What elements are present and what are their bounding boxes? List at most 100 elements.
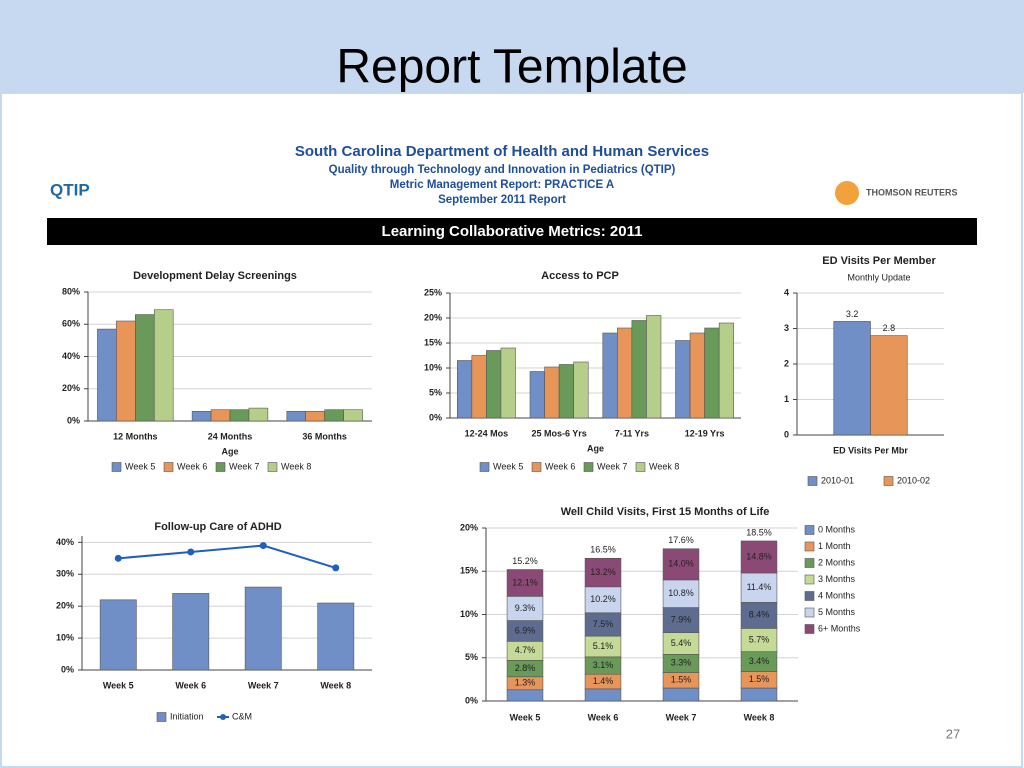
y-tick-label: 0% — [67, 415, 80, 425]
legend-swatch — [111, 462, 122, 472]
segment-label: 11.4% — [747, 582, 772, 592]
legend-swatch — [267, 462, 278, 472]
x-axis-label: Age — [221, 446, 238, 456]
y-tick-label: 15% — [460, 566, 478, 576]
bar — [573, 361, 589, 419]
chart-subtitle: Monthly Update — [847, 272, 910, 282]
bar — [689, 332, 705, 419]
bar — [153, 309, 174, 422]
x-tick-label: 24 Months — [208, 431, 253, 441]
line-point — [259, 542, 267, 550]
bar — [617, 327, 633, 419]
legend-marker — [220, 714, 226, 720]
y-tick-label: 20% — [56, 601, 74, 611]
legend-label: 2010-02 — [897, 475, 930, 485]
legend-swatch — [804, 574, 815, 585]
title-band — [0, 0, 1024, 93]
legend-label: Initiation — [170, 711, 204, 721]
legend-label: 1 Month — [818, 541, 851, 551]
legend-label: Week 7 — [229, 461, 259, 471]
bar — [343, 409, 363, 422]
legend-swatch — [156, 712, 167, 722]
bar-segment — [584, 557, 622, 588]
legend-label: 2 Months — [818, 557, 856, 567]
line-point — [114, 554, 122, 562]
y-tick-label: 1 — [784, 394, 789, 404]
bar — [286, 411, 307, 422]
segment-label: 10.8% — [668, 588, 694, 598]
y-tick-label: 40% — [62, 351, 80, 361]
legend-swatch — [804, 525, 815, 535]
segment-label: 4.7% — [515, 645, 536, 655]
banner — [47, 218, 977, 245]
bar — [544, 366, 560, 419]
banner-text: Learning Collaborative Metrics: 2011 — [382, 223, 643, 240]
y-tick-label: 80% — [62, 286, 80, 296]
bar — [646, 315, 662, 419]
bar — [191, 411, 212, 422]
bar — [116, 320, 136, 422]
bar-segment — [506, 689, 544, 702]
segment-label: 1.5% — [749, 674, 770, 684]
line — [118, 544, 337, 569]
bar — [870, 335, 908, 436]
bar — [324, 409, 344, 422]
x-axis-label: Age — [587, 443, 604, 453]
y-tick-label: 5% — [465, 652, 478, 662]
bar — [317, 602, 355, 671]
segment-label: 1.4% — [593, 676, 614, 686]
y-tick-label: 4 — [784, 287, 789, 297]
bar — [229, 409, 250, 422]
bar-segment — [662, 687, 700, 702]
chart-title: Access to PCP — [541, 270, 619, 282]
x-tick-label: Week 8 — [320, 680, 351, 690]
bar — [456, 360, 473, 419]
bar — [135, 314, 155, 422]
value-label: 3.2 — [846, 309, 859, 319]
segment-label: 18.5% — [746, 527, 772, 537]
bar — [248, 407, 269, 422]
legend-label: 3 Months — [818, 574, 856, 584]
legend-label: 6+ Months — [818, 623, 861, 633]
x-tick-label: 36 Months — [302, 431, 347, 441]
x-tick-label: Week 7 — [248, 680, 279, 690]
qtip-logo: QTIP — [50, 180, 90, 199]
legend-swatch — [163, 462, 174, 472]
segment-label: 3.4% — [749, 656, 770, 666]
legend-label: Week 5 — [125, 461, 155, 471]
x-tick-label: Week 8 — [744, 712, 775, 722]
bar — [305, 411, 325, 422]
chart-title: Well Child Visits, First 15 Months of Li… — [561, 506, 770, 518]
segment-label: 10.2% — [590, 594, 616, 604]
legend-swatch — [804, 541, 815, 552]
legend-label: Week 8 — [281, 461, 311, 471]
x-tick-label: 12-19 Yrs — [685, 428, 725, 438]
bar — [500, 347, 516, 419]
legend-swatch — [531, 462, 542, 472]
bar-segment — [740, 572, 778, 603]
segment-label: 7.5% — [593, 619, 614, 629]
bar — [833, 321, 871, 436]
legend-label: Week 6 — [545, 461, 575, 471]
bar-segment — [740, 540, 778, 574]
y-tick-label: 0% — [465, 695, 478, 705]
slide-title: Report Template — [336, 41, 687, 94]
chart-title: Follow-up Care of ADHD — [154, 521, 281, 533]
legend-swatch — [635, 462, 646, 472]
segment-label: 5.7% — [749, 634, 770, 644]
segment-label: 8.4% — [749, 610, 770, 620]
x-tick-label: Week 5 — [510, 712, 541, 722]
bar — [704, 327, 720, 419]
report-date: September 2011 Report — [438, 194, 566, 206]
x-tick-label: 12 Months — [113, 431, 158, 441]
y-tick-label: 25% — [424, 287, 442, 297]
bar — [471, 355, 487, 419]
segment-label: 3.3% — [671, 658, 692, 668]
bar-segment — [740, 602, 778, 629]
chart-title: Development Delay Screenings — [133, 270, 297, 282]
bar — [99, 599, 137, 671]
segment-label: 14.8% — [746, 551, 772, 561]
bar — [558, 364, 574, 419]
segment-label: 1.3% — [515, 678, 536, 688]
